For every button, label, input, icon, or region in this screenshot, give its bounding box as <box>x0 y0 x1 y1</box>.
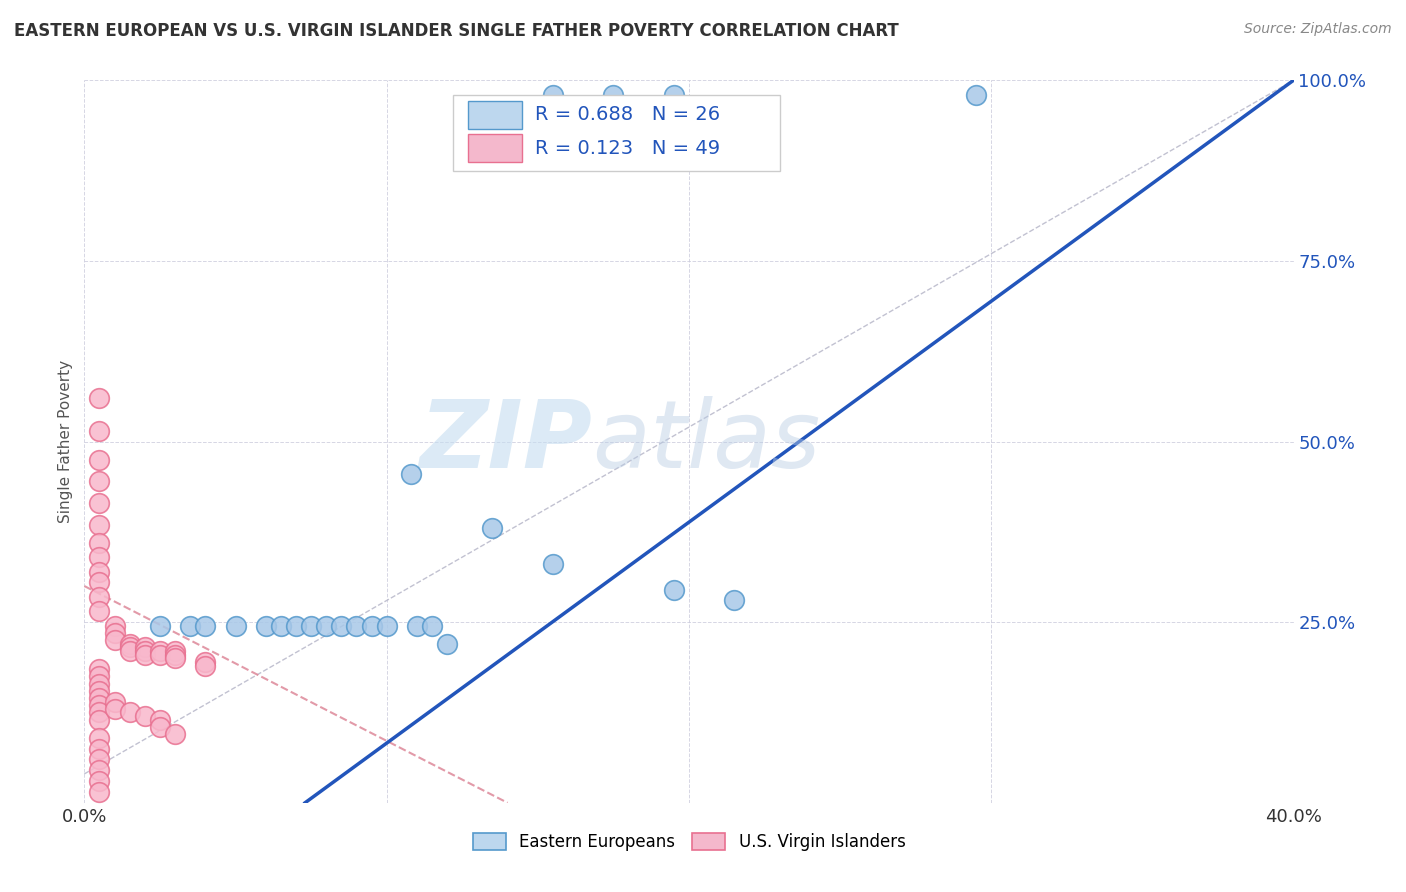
Point <box>194 655 217 669</box>
Point <box>965 87 987 102</box>
Point <box>118 640 141 655</box>
Text: ZIP: ZIP <box>419 395 592 488</box>
Point <box>360 619 382 633</box>
Point <box>118 644 141 658</box>
Point <box>254 619 277 633</box>
Point <box>89 517 111 532</box>
Point <box>194 658 217 673</box>
Point <box>270 619 292 633</box>
Point <box>134 640 156 655</box>
Text: atlas: atlas <box>592 396 821 487</box>
Point <box>134 644 156 658</box>
Point <box>104 633 127 648</box>
Point <box>165 651 187 665</box>
Point <box>104 626 127 640</box>
Point <box>420 619 443 633</box>
Text: EASTERN EUROPEAN VS U.S. VIRGIN ISLANDER SINGLE FATHER POVERTY CORRELATION CHART: EASTERN EUROPEAN VS U.S. VIRGIN ISLANDER… <box>14 22 898 40</box>
Point <box>89 575 111 590</box>
Point <box>118 706 141 720</box>
Point <box>89 676 111 690</box>
Legend: Eastern Europeans, U.S. Virgin Islanders: Eastern Europeans, U.S. Virgin Islanders <box>464 825 914 860</box>
Point <box>346 619 368 633</box>
Point <box>89 565 111 579</box>
FancyBboxPatch shape <box>468 101 522 128</box>
Point <box>375 619 398 633</box>
Point <box>118 637 141 651</box>
Point <box>89 731 111 745</box>
Point <box>723 593 745 607</box>
Point <box>436 637 458 651</box>
Point <box>134 709 156 723</box>
Point <box>149 644 172 658</box>
Point <box>89 774 111 789</box>
Point <box>89 741 111 756</box>
Point <box>89 669 111 683</box>
Point <box>315 619 337 633</box>
Y-axis label: Single Father Poverty: Single Father Poverty <box>58 360 73 523</box>
Point <box>481 521 503 535</box>
Point <box>225 619 247 633</box>
Point <box>662 87 685 102</box>
Point <box>134 648 156 662</box>
FancyBboxPatch shape <box>468 135 522 162</box>
Point <box>399 467 422 481</box>
Point <box>89 550 111 565</box>
Point <box>89 535 111 549</box>
Point <box>285 619 308 633</box>
Point <box>89 785 111 799</box>
Point <box>89 764 111 778</box>
Point <box>104 695 127 709</box>
Point <box>89 496 111 510</box>
Point <box>165 648 187 662</box>
Point <box>149 720 172 734</box>
Point <box>89 683 111 698</box>
Point <box>179 619 201 633</box>
Point <box>194 619 217 633</box>
Point <box>149 648 172 662</box>
Point <box>89 713 111 727</box>
Text: R = 0.123   N = 49: R = 0.123 N = 49 <box>536 138 720 158</box>
Point <box>104 619 127 633</box>
Point <box>89 475 111 489</box>
Point <box>89 391 111 405</box>
Point <box>149 619 172 633</box>
Point <box>165 644 187 658</box>
Text: R = 0.688   N = 26: R = 0.688 N = 26 <box>536 105 720 125</box>
Point <box>89 452 111 467</box>
FancyBboxPatch shape <box>453 95 780 170</box>
Point <box>299 619 322 633</box>
Text: Source: ZipAtlas.com: Source: ZipAtlas.com <box>1244 22 1392 37</box>
Point <box>89 698 111 713</box>
Point <box>89 752 111 766</box>
Point <box>89 424 111 438</box>
Point <box>165 727 187 741</box>
Point <box>406 619 429 633</box>
Point <box>89 604 111 618</box>
Point <box>149 713 172 727</box>
Point <box>89 691 111 706</box>
Point <box>602 87 624 102</box>
Point <box>662 582 685 597</box>
Point <box>89 590 111 604</box>
Point <box>330 619 353 633</box>
Point <box>541 87 564 102</box>
Point <box>541 558 564 572</box>
Point <box>104 702 127 716</box>
Point <box>89 662 111 676</box>
Point <box>89 706 111 720</box>
